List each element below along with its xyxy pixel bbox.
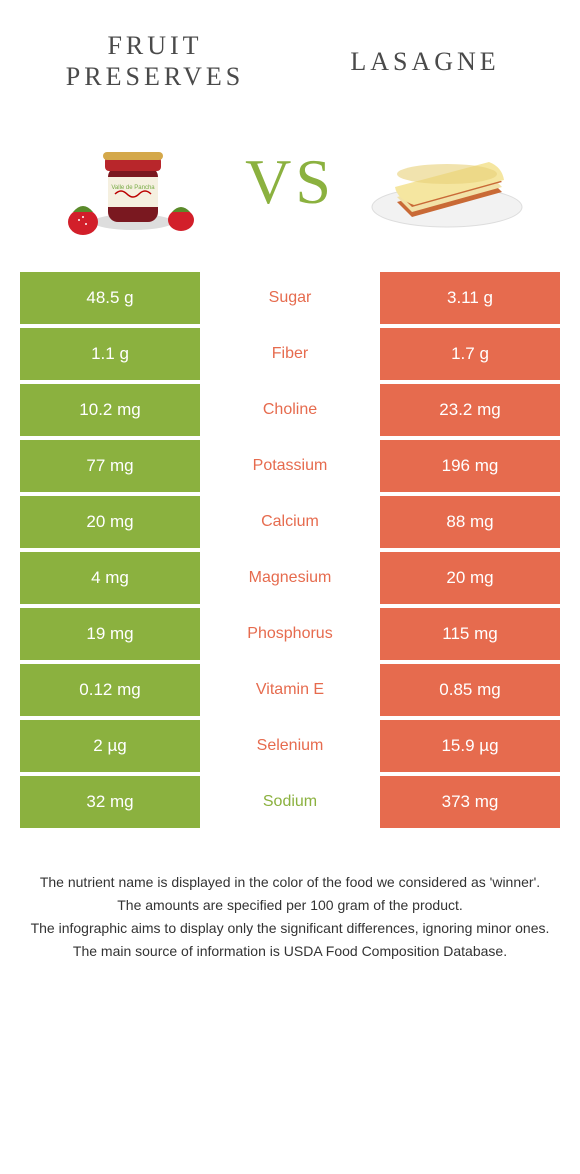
right-title-l1: Lasagne [350, 47, 499, 76]
table-row: 20 mgCalcium88 mg [20, 496, 560, 548]
comparison-table: 48.5 gSugar3.11 g1.1 gFiber1.7 g10.2 mgC… [20, 272, 560, 828]
nutrient-name: Selenium [200, 720, 380, 772]
left-value: 10.2 mg [20, 384, 200, 436]
table-row: 10.2 mgCholine23.2 mg [20, 384, 560, 436]
left-title-l2: preserves [66, 62, 244, 91]
left-value: 2 µg [20, 720, 200, 772]
right-value: 23.2 mg [380, 384, 560, 436]
table-row: 0.12 mgVitamin E0.85 mg [20, 664, 560, 716]
left-value: 19 mg [20, 608, 200, 660]
right-value: 88 mg [380, 496, 560, 548]
footnotes: The nutrient name is displayed in the co… [0, 832, 580, 984]
left-food-image: Valle de Pancha [30, 122, 235, 242]
table-row: 4 mgMagnesium20 mg [20, 552, 560, 604]
lasagne-icon [367, 132, 527, 232]
footnote-line: The nutrient name is displayed in the co… [30, 872, 550, 893]
left-food-title: Fruit preserves [20, 30, 290, 92]
table-row: 77 mgPotassium196 mg [20, 440, 560, 492]
right-food-image [345, 132, 550, 232]
left-value: 1.1 g [20, 328, 200, 380]
left-title-l1: Fruit [107, 31, 202, 60]
left-value: 77 mg [20, 440, 200, 492]
nutrient-name: Potassium [200, 440, 380, 492]
nutrient-name: Sodium [200, 776, 380, 828]
table-row: 19 mgPhosphorus115 mg [20, 608, 560, 660]
table-row: 32 mgSodium373 mg [20, 776, 560, 828]
right-value: 1.7 g [380, 328, 560, 380]
footnote-line: The infographic aims to display only the… [30, 918, 550, 939]
left-value: 0.12 mg [20, 664, 200, 716]
nutrient-name: Sugar [200, 272, 380, 324]
right-food-title: Lasagne [290, 46, 560, 77]
table-row: 48.5 gSugar3.11 g [20, 272, 560, 324]
nutrient-name: Fiber [200, 328, 380, 380]
left-value: 48.5 g [20, 272, 200, 324]
nutrient-name: Phosphorus [200, 608, 380, 660]
right-value: 373 mg [380, 776, 560, 828]
image-row: Valle de Pancha VS [0, 102, 580, 272]
jam-jar-icon: Valle de Pancha [53, 122, 213, 242]
right-value: 0.85 mg [380, 664, 560, 716]
vs-label: VS [235, 145, 345, 219]
nutrient-name: Choline [200, 384, 380, 436]
header: Fruit preserves Lasagne [0, 0, 580, 102]
left-value: 20 mg [20, 496, 200, 548]
table-row: 2 µgSelenium15.9 µg [20, 720, 560, 772]
table-row: 1.1 gFiber1.7 g [20, 328, 560, 380]
nutrient-name: Vitamin E [200, 664, 380, 716]
right-value: 115 mg [380, 608, 560, 660]
right-value: 20 mg [380, 552, 560, 604]
nutrient-name: Calcium [200, 496, 380, 548]
left-value: 32 mg [20, 776, 200, 828]
svg-text:Valle de Pancha: Valle de Pancha [111, 185, 155, 191]
right-value: 15.9 µg [380, 720, 560, 772]
left-value: 4 mg [20, 552, 200, 604]
right-value: 196 mg [380, 440, 560, 492]
nutrient-name: Magnesium [200, 552, 380, 604]
footnote-line: The main source of information is USDA F… [30, 941, 550, 962]
right-value: 3.11 g [380, 272, 560, 324]
footnote-line: The amounts are specified per 100 gram o… [30, 895, 550, 916]
